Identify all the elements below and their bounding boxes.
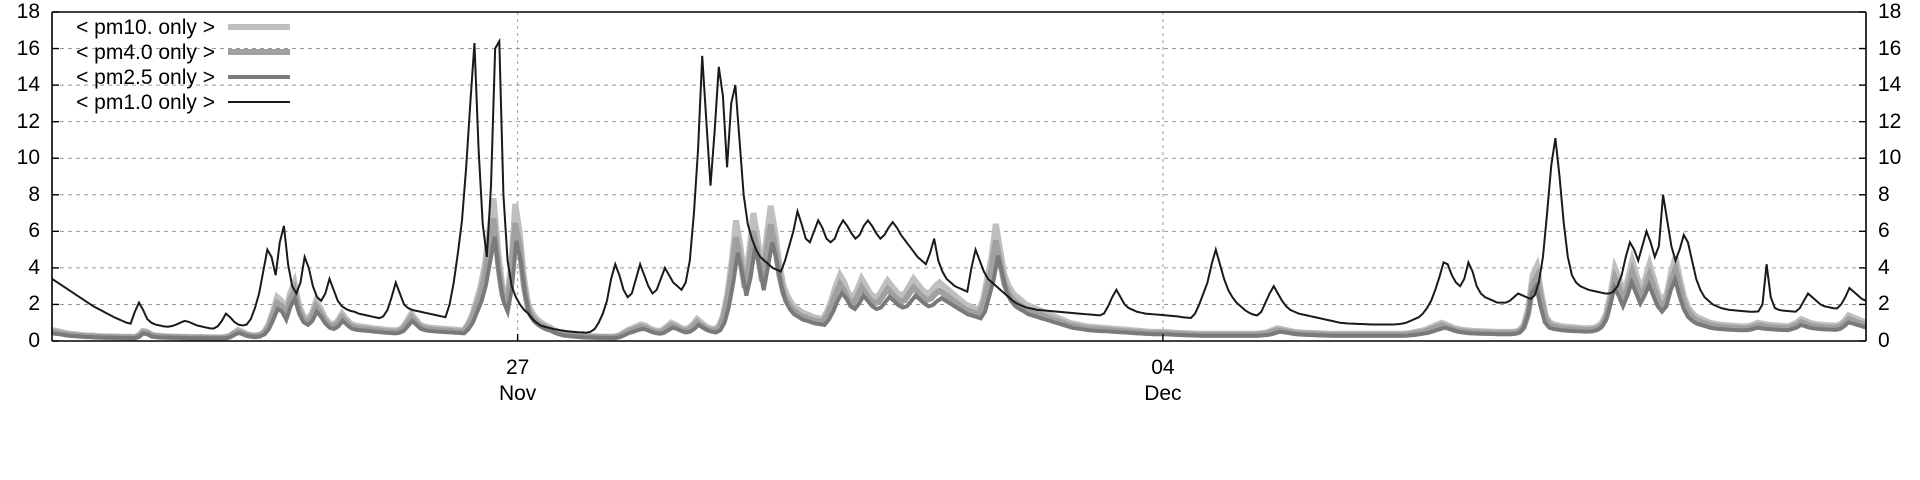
y-tick-label-left: 0 xyxy=(28,329,40,352)
y-tick-label-left: 10 xyxy=(16,146,40,170)
axis-frame xyxy=(51,11,1867,342)
legend-swatch-1[interactable] xyxy=(228,49,290,55)
y-tick-label-right: 8 xyxy=(1878,182,1890,206)
series-line-2 xyxy=(51,236,1867,341)
y-tick-label-right: 10 xyxy=(1878,146,1902,170)
series-layer xyxy=(51,37,1868,341)
y-tick-label-right: 18 xyxy=(1878,0,1902,23)
legend-swatch-2[interactable] xyxy=(228,75,290,79)
y-tick-label-left: 14 xyxy=(16,73,40,97)
legend-label-0[interactable]: < pm10. only > xyxy=(76,16,215,39)
y-tick-label-right: 12 xyxy=(1878,109,1902,133)
legend-swatch-0[interactable] xyxy=(228,24,290,30)
y-tick-label-right: 4 xyxy=(1878,255,1890,279)
legend-label-1[interactable]: < pm4.0 only > xyxy=(76,41,215,64)
y-tick-label-left: 2 xyxy=(28,292,40,316)
y-tick-label-left: 6 xyxy=(28,219,40,243)
y-tick-label-left: 18 xyxy=(16,0,40,23)
y-tick-label-left: 16 xyxy=(16,36,40,60)
y-tick-label-right: 2 xyxy=(1878,292,1890,316)
legend-label-3[interactable]: < pm1.0 only > xyxy=(76,91,215,114)
x-tick-label-month: Nov xyxy=(498,382,537,405)
y-tick-label-right: 16 xyxy=(1878,36,1902,60)
x-tick-label-month: Dec xyxy=(1144,382,1182,405)
x-tick-label-day: 04 xyxy=(1151,356,1175,379)
legend-label-2[interactable]: < pm2.5 only > xyxy=(76,66,215,89)
legend-swatch-3[interactable] xyxy=(228,101,290,103)
series-line-3 xyxy=(51,37,1867,334)
x-tick-label-day: 27 xyxy=(505,356,530,379)
y-tick-label-right: 14 xyxy=(1878,73,1902,97)
y-tick-label-left: 4 xyxy=(28,255,40,279)
y-tick-label-left: 8 xyxy=(28,182,40,206)
y-tick-label-right: 6 xyxy=(1878,219,1890,243)
y-tick-label-left: 12 xyxy=(16,109,40,133)
y-tick-label-right: 0 xyxy=(1878,329,1890,352)
